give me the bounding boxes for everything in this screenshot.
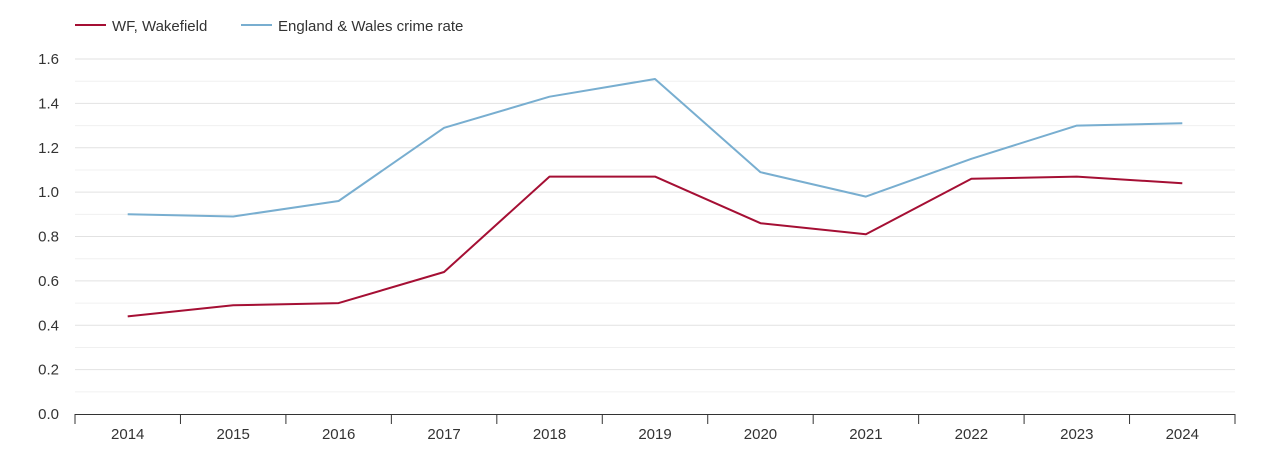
x-tick-label: 2016: [322, 426, 355, 443]
y-tick-label: 0.6: [38, 273, 59, 290]
y-tick-label: 1.0: [38, 184, 59, 201]
legend: WF, Wakefield England & Wales crime rate: [75, 18, 463, 35]
legend-item-wakefield[interactable]: WF, Wakefield: [75, 18, 207, 35]
x-tick-label: 2022: [955, 426, 988, 443]
y-tick-label: 0.4: [38, 317, 59, 334]
x-tick-label: 2014: [111, 426, 144, 443]
legend-item-england-wales[interactable]: England & Wales crime rate: [241, 18, 463, 35]
x-tick-label: 2015: [216, 426, 249, 443]
y-tick-label: 0.0: [38, 406, 59, 423]
x-tick-label: 2019: [638, 426, 671, 443]
x-axis: 2014 2015 2016 2017 2018 2019 2020 2021 2022 2023…: [74, 414, 1236, 443]
y-tick-label: 0.2: [38, 362, 59, 379]
y-tick-label: 1.6: [38, 51, 59, 68]
x-tick-label: 2018: [533, 426, 566, 443]
x-tick-label: 2023: [1060, 426, 1093, 443]
x-tick-label: 2021: [849, 426, 882, 443]
series-line-wakefield: [127, 175, 1183, 318]
y-axis: 0.0 0.2 0.4 0.6 0.8 1.0 1.2 1.4 1.6: [38, 51, 59, 423]
series-line-england-wales: [127, 78, 1183, 218]
y-tick-label: 0.8: [38, 229, 59, 246]
x-tick-label: 2020: [744, 426, 777, 443]
gridlines: [75, 58, 1235, 393]
x-tick-label: 2017: [427, 426, 460, 443]
legend-label-wakefield: WF, Wakefield: [112, 18, 207, 35]
legend-label-england-wales: England & Wales crime rate: [278, 18, 463, 35]
y-tick-label: 1.4: [38, 95, 59, 112]
y-tick-label: 1.2: [38, 140, 59, 157]
series-group: [127, 78, 1183, 318]
x-tick-label: 2024: [1166, 426, 1199, 443]
